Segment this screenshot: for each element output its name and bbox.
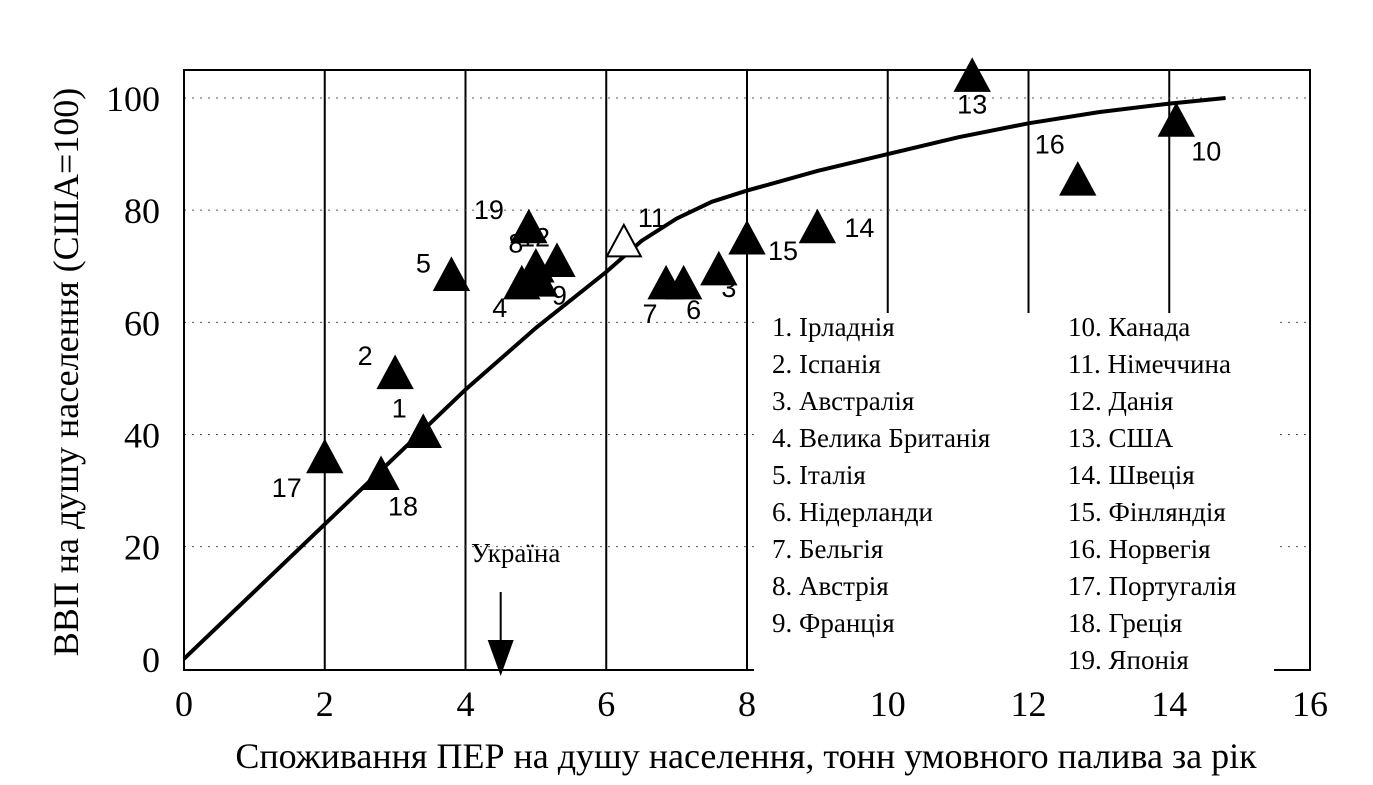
point-label-4: 4 bbox=[492, 293, 507, 323]
point-label-14: 14 bbox=[844, 213, 874, 243]
point-label-18: 18 bbox=[388, 492, 418, 522]
point-1 bbox=[404, 413, 442, 448]
point-label-1: 1 bbox=[392, 394, 407, 424]
point-16 bbox=[1059, 161, 1097, 196]
legend-item: 18. Греція bbox=[1068, 608, 1182, 638]
legend-item: 2. Іспанія bbox=[772, 349, 881, 379]
legend-item: 10. Канада bbox=[1068, 312, 1190, 342]
legend-item: 6. Нідерланди bbox=[772, 497, 933, 527]
point-label-16: 16 bbox=[1035, 129, 1065, 159]
point-12 bbox=[538, 242, 576, 277]
point-label-2: 2 bbox=[358, 341, 373, 371]
x-tick-label: 12 bbox=[1011, 684, 1047, 724]
legend-item: 15. Фінляндія bbox=[1068, 497, 1226, 527]
y-tick-label: 80 bbox=[124, 191, 160, 231]
legend: 1. Ірладнія 2. Іспанія 3. Австралія 4. Вели… bbox=[754, 312, 1274, 678]
legend-item: 1. Ірладнія bbox=[772, 312, 895, 342]
plot-area-frame bbox=[183, 69, 1311, 671]
data-points bbox=[306, 57, 1195, 491]
x-tick-label: 8 bbox=[738, 684, 756, 724]
x-tick-label: 2 bbox=[316, 684, 334, 724]
point-label-9: 9 bbox=[552, 280, 567, 310]
x-tick-label: 6 bbox=[597, 684, 615, 724]
point-19 bbox=[510, 208, 548, 244]
legend-item: 9. Франція bbox=[772, 608, 895, 638]
x-tick-label: 4 bbox=[457, 684, 475, 724]
legend-item: 19. Японія bbox=[1068, 645, 1189, 675]
x-tick-labels: 0 2 4 6 8 10 12 14 16 bbox=[175, 684, 1328, 724]
point-18 bbox=[362, 455, 400, 491]
point-10 bbox=[1157, 102, 1195, 137]
legend-item: 8. Австрія bbox=[772, 571, 889, 601]
point-label-15: 15 bbox=[768, 236, 798, 266]
point-label-10: 10 bbox=[1191, 136, 1221, 166]
point-3 bbox=[700, 250, 738, 286]
legend-item: 5. Італія bbox=[772, 460, 866, 490]
point-label-12: 12 bbox=[520, 223, 550, 253]
legend-item: 12. Данія bbox=[1068, 386, 1173, 416]
x-tick-label: 10 bbox=[870, 684, 906, 724]
point-11 bbox=[605, 222, 643, 258]
legend-item: 17. Португалія bbox=[1068, 571, 1236, 601]
point-2 bbox=[376, 354, 414, 390]
point-label-8: 8 bbox=[508, 228, 523, 258]
legend-item: 4. Велика Британія bbox=[772, 423, 990, 453]
legend-item: 14. Швеція bbox=[1068, 460, 1195, 490]
point-label-3: 3 bbox=[721, 273, 736, 303]
x-tick-label: 16 bbox=[1292, 684, 1328, 724]
legend-item: 11. Німеччина bbox=[1068, 349, 1231, 379]
point-label-6: 6 bbox=[686, 295, 701, 325]
point-13 bbox=[953, 57, 991, 92]
point-7 bbox=[647, 264, 685, 300]
point-label-17: 17 bbox=[272, 473, 302, 503]
ukraine-arrow-head bbox=[487, 640, 514, 676]
point-5 bbox=[432, 256, 471, 291]
point-15 bbox=[728, 219, 766, 255]
y-axis-title: ВВП на душу населення (США=100) bbox=[46, 88, 86, 657]
point-9 bbox=[520, 262, 559, 297]
ukraine-label: Україна bbox=[471, 538, 560, 568]
y-tick-label: 20 bbox=[124, 528, 160, 568]
legend-item: 16. Норвегія bbox=[1068, 534, 1211, 564]
legend-item: 3. Австралія bbox=[772, 386, 914, 416]
y-tick-label: 100 bbox=[106, 79, 160, 119]
ukraine-annotation: Україна bbox=[471, 538, 560, 676]
legend-item: 13. США bbox=[1068, 423, 1174, 453]
point-17 bbox=[306, 438, 344, 474]
point-14 bbox=[798, 208, 837, 244]
y-tick-label: 60 bbox=[124, 303, 160, 343]
point-label-5: 5 bbox=[416, 249, 431, 279]
legend-item: 7. Бельгія bbox=[772, 534, 883, 564]
x-tick-label: 14 bbox=[1151, 684, 1187, 724]
point-label-7: 7 bbox=[643, 299, 658, 329]
x-tick-label: 0 bbox=[175, 684, 193, 724]
legend-box bbox=[754, 313, 1274, 678]
y-tick-labels: 0 20 40 60 80 100 bbox=[106, 79, 160, 680]
point-label-19: 19 bbox=[474, 195, 504, 225]
y-tick-label: 40 bbox=[124, 415, 160, 455]
point-label-13: 13 bbox=[957, 90, 987, 120]
y-tick-label: 0 bbox=[142, 640, 160, 680]
x-axis-title: Споживання ПЕР на душу населення, тонн у… bbox=[235, 736, 1257, 776]
point-label-11: 11 bbox=[638, 203, 666, 233]
